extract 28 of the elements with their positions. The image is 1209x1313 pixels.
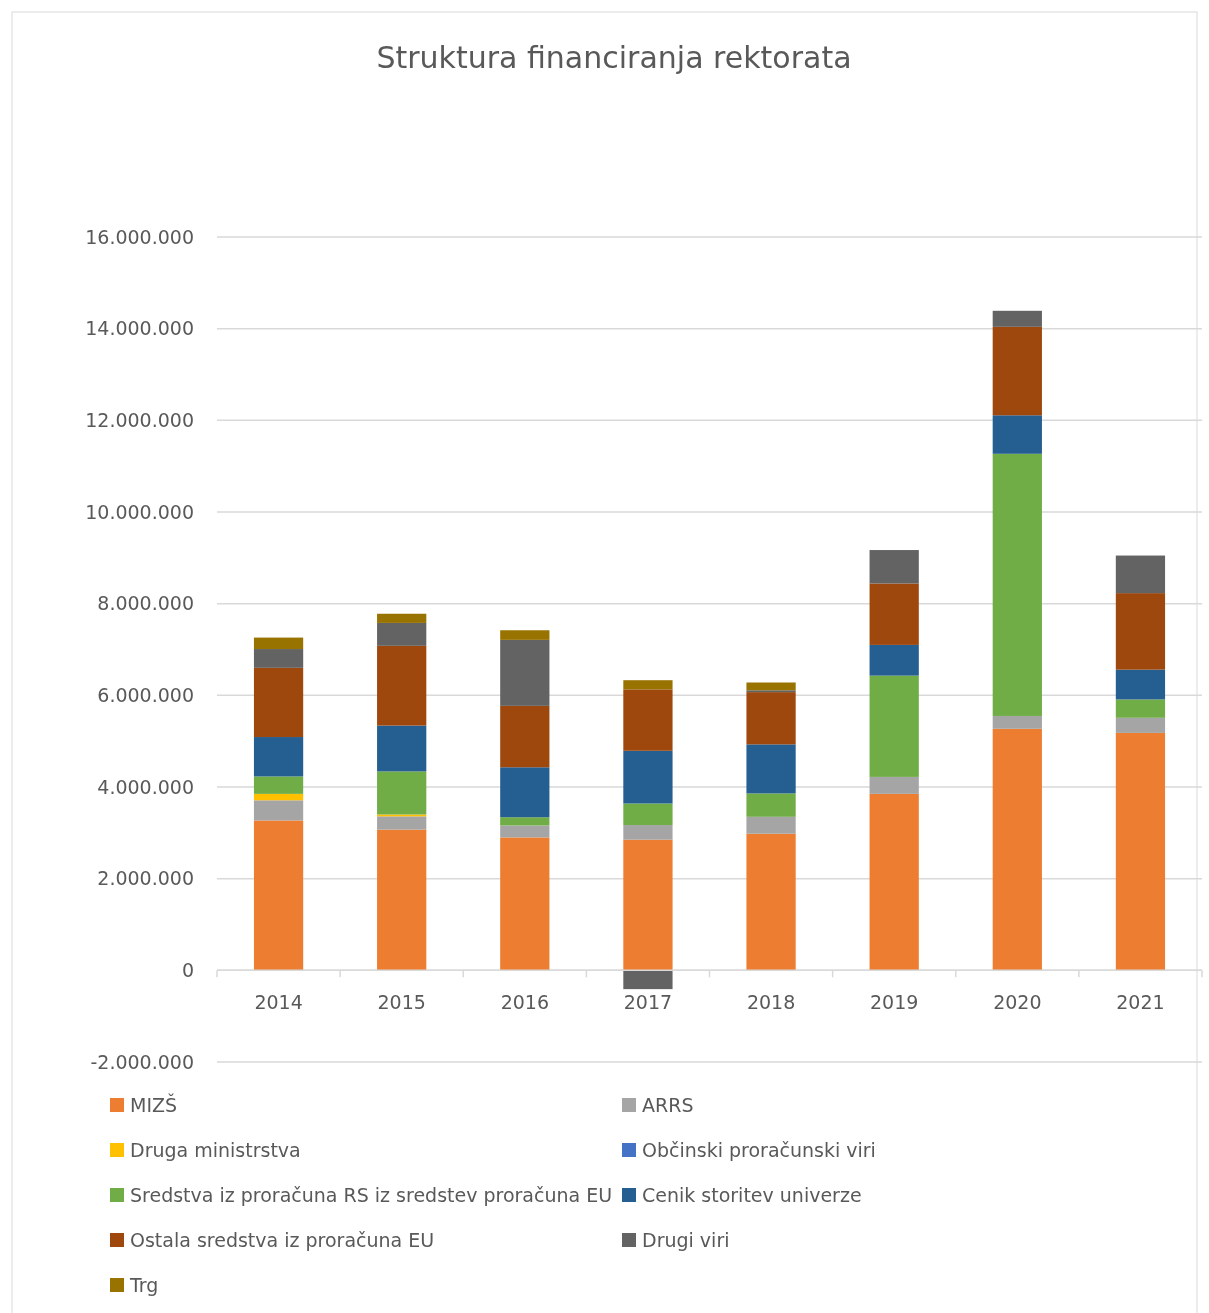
- y-tick-label: 14.000.000: [85, 317, 194, 340]
- x-tick-label: 2019: [870, 991, 919, 1013]
- y-tick-label: 12.000.000: [85, 408, 194, 431]
- x-tick-label: 2018: [746, 991, 796, 1013]
- legend-label: Trg: [129, 1273, 159, 1296]
- legend-label: Cenik storitev univerze: [642, 1183, 862, 1206]
- y-tick-label: 6.000.000: [97, 683, 194, 706]
- x-tick-label: 2015: [377, 991, 426, 1013]
- y-tick-label: 4.000.000: [97, 775, 194, 798]
- legend-label: MIZŠ: [130, 1092, 178, 1116]
- y-tick-label: -2.000.000: [90, 1050, 194, 1073]
- y-tick-label: 8.000.000: [97, 592, 194, 615]
- y-tick-label: 2.000.000: [97, 867, 194, 890]
- legend-label: Druga ministrstva: [130, 1138, 301, 1161]
- x-tick-label: 2021: [1116, 991, 1165, 1013]
- x-tick-label: 2014: [254, 991, 303, 1013]
- legend-label: Občinski proračunski viri: [642, 1138, 876, 1161]
- legend-label: Ostala sredstva iz proračuna EU: [130, 1228, 435, 1251]
- y-tick-label: 10.000.000: [85, 500, 194, 523]
- x-tick-label: 2017: [623, 991, 673, 1013]
- y-tick-label: 0: [181, 958, 194, 981]
- x-tick-label: 2020: [993, 991, 1042, 1013]
- legend-label: Drugi viri: [642, 1228, 730, 1251]
- legend-label: ARRS: [642, 1093, 694, 1116]
- x-tick-label: 2016: [500, 991, 549, 1013]
- y-tick-label: 16.000.000: [85, 225, 194, 248]
- chart-title: Struktura financiranja rektorata: [376, 40, 852, 75]
- legend-label: Sredstva iz proračuna RS iz sredstev proračuna EU: [130, 1183, 613, 1206]
